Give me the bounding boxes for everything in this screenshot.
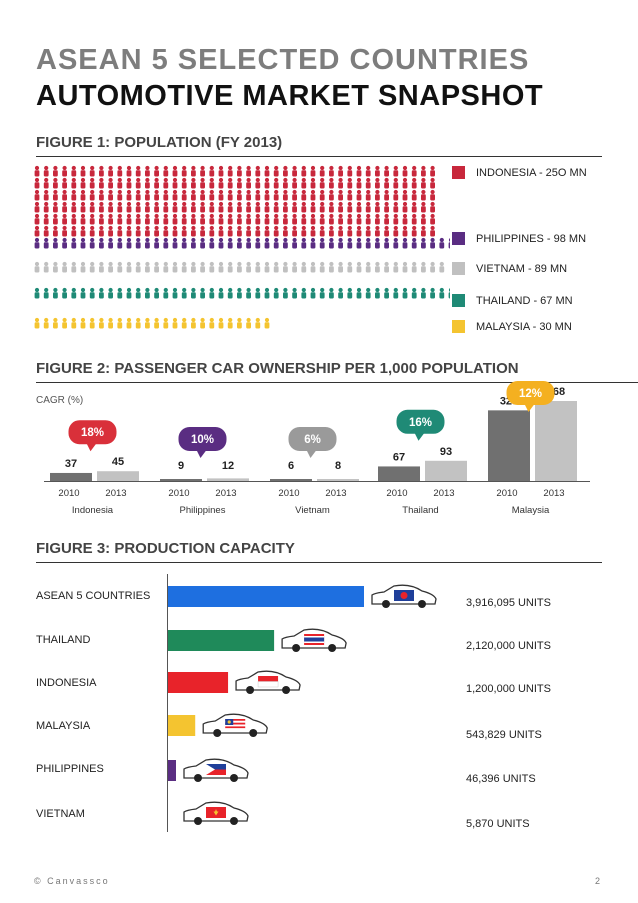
production-bar-thailand — [168, 630, 275, 651]
car-icon — [235, 670, 301, 694]
car-icon — [183, 758, 249, 782]
car-icon — [183, 801, 249, 825]
car-icon — [281, 628, 347, 652]
production-units-thailand: 2,120,000 UNITS — [466, 640, 551, 652]
population-bar-vietnam — [34, 261, 445, 273]
legend-swatch-thailand — [452, 294, 465, 307]
population-bar-philippines — [34, 237, 450, 249]
cagr-badge-indonesia: 18% — [68, 420, 117, 452]
ownership-bar-2013-indonesia — [97, 471, 139, 481]
ownership-bar-2013-thailand — [425, 460, 467, 481]
production-bar-malaysia — [168, 715, 196, 736]
legend-swatch-malaysia — [452, 320, 465, 333]
figure3-heading: FIGURE 3: PRODUCTION CAPACITY — [36, 540, 295, 557]
ownership-bar-2013-malaysia — [535, 401, 577, 481]
legend-label-vietnam: VIETNAM - 89 MN — [476, 263, 568, 275]
production-label-asean5: ASEAN 5 COUNTRIES — [36, 590, 151, 602]
production-bar-philippines — [168, 760, 176, 781]
legend-swatch-vietnam — [452, 262, 465, 275]
ownership-category-thailand: Thailand — [402, 505, 438, 516]
production-units-asean5: 3,916,095 UNITS — [466, 597, 551, 609]
production-units-vietnam: 5,870 UNITS — [466, 818, 530, 830]
legend-swatch-indonesia — [452, 166, 465, 179]
ownership-value-2013-philippines: 12 — [222, 460, 234, 472]
car-icon — [202, 713, 268, 737]
page-title-line1: ASEAN 5 SELECTED COUNTRIES — [36, 44, 530, 76]
ownership-bar-2010-philippines — [160, 479, 202, 481]
population-bar-malaysia — [34, 317, 270, 329]
ownership-category-philippines: Philippines — [180, 505, 226, 516]
production-units-indonesia: 1,200,000 UNITS — [466, 683, 551, 695]
legend-label-malaysia: MALAYSIA - 30 MN — [476, 321, 572, 333]
ownership-value-2013-indonesia: 45 — [112, 456, 124, 468]
ownership-tick-2010: 2010 — [58, 488, 79, 499]
ownership-tick-2013: 2013 — [105, 488, 126, 499]
population-bar-indonesia — [34, 165, 435, 237]
figure1-rule — [36, 156, 602, 157]
ownership-tick-2010: 2010 — [278, 488, 299, 499]
cagr-value-indonesia: 18% — [81, 427, 104, 439]
ownership-value-2010-philippines: 9 — [178, 460, 184, 472]
legend-label-thailand: THAILAND - 67 MN — [476, 295, 573, 307]
ownership-category-indonesia: Indonesia — [72, 505, 114, 516]
production-label-malaysia: MALAYSIA — [36, 720, 91, 732]
production-label-thailand: THAILAND — [36, 634, 91, 646]
ownership-chart: 37 45 2010 2013 Indonesia 18% 9 12 2010 2013 Phili… — [44, 381, 590, 516]
legend-label-philippines: PHILIPPINES - 98 MN — [476, 233, 587, 245]
production-label-philippines: PHILIPPINES — [36, 763, 104, 775]
legend-swatch-philippines — [452, 232, 465, 245]
ownership-value-2013-thailand: 93 — [440, 446, 452, 458]
page-title-line2: AUTOMOTIVE MARKET SNAPSHOT — [36, 80, 544, 112]
ownership-tick-2013: 2013 — [215, 488, 236, 499]
ownership-bar-2010-indonesia — [50, 472, 92, 481]
production-bar-asean5 — [168, 586, 364, 607]
cagr-value-malaysia: 12% — [519, 388, 542, 400]
cagr-value-philippines: 10% — [191, 434, 214, 446]
production-units-philippines: 46,396 UNITS — [466, 773, 536, 785]
ownership-category-malaysia: Malaysia — [512, 505, 550, 516]
cagr-value-thailand: 16% — [409, 417, 432, 429]
cagr-badge-malaysia: 12% — [506, 381, 555, 412]
ownership-tick-2010: 2010 — [386, 488, 407, 499]
ownership-tick-2013: 2013 — [543, 488, 564, 499]
legend-label-indonesia: INDONESIA - 25O MN — [476, 167, 587, 179]
ownership-tick-2010: 2010 — [496, 488, 517, 499]
cagr-badge-thailand: 16% — [396, 409, 445, 441]
figure1-heading: FIGURE 1: POPULATION (FY 2013) — [36, 134, 283, 151]
production-units-malaysia: 543,829 UNITS — [466, 729, 542, 741]
figure2-heading: FIGURE 2: PASSENGER CAR OWNERSHIP PER 1,… — [36, 360, 519, 377]
cagr-badge-philippines: 10% — [178, 427, 227, 458]
production-label-indonesia: INDONESIA — [36, 677, 97, 689]
production-bar-indonesia — [168, 672, 229, 693]
figure2-rule — [36, 382, 638, 383]
cagr-badge-vietnam: 6% — [288, 427, 337, 458]
ownership-bar-2010-thailand — [378, 466, 420, 481]
ownership-value-2010-thailand: 67 — [393, 451, 405, 463]
production-chart — [167, 574, 437, 832]
page-number: 2 — [595, 876, 601, 886]
cagr-label: CAGR (%) — [36, 395, 84, 406]
figure3-rule — [36, 562, 602, 563]
ownership-value-2013-vietnam: 8 — [335, 460, 341, 472]
production-bar-vietnam — [168, 803, 176, 824]
population-chart — [34, 165, 450, 329]
cagr-value-vietnam: 6% — [304, 434, 321, 446]
ownership-tick-2010: 2010 — [168, 488, 189, 499]
ownership-value-2010-indonesia: 37 — [65, 458, 77, 470]
car-icon — [371, 584, 437, 608]
footer-brand: © Canvassco — [34, 876, 110, 886]
ownership-tick-2013: 2013 — [325, 488, 346, 499]
ownership-bar-2010-malaysia — [488, 410, 530, 481]
ownership-bar-2013-vietnam — [317, 479, 359, 481]
ownership-value-2010-vietnam: 6 — [288, 460, 294, 472]
ownership-bar-2010-vietnam — [270, 479, 312, 481]
ownership-tick-2013: 2013 — [433, 488, 454, 499]
ownership-bar-2013-philippines — [207, 478, 249, 481]
ownership-category-vietnam: Vietnam — [295, 505, 330, 516]
production-label-vietnam: VIETNAM — [36, 808, 85, 820]
population-bar-thailand — [34, 287, 450, 299]
